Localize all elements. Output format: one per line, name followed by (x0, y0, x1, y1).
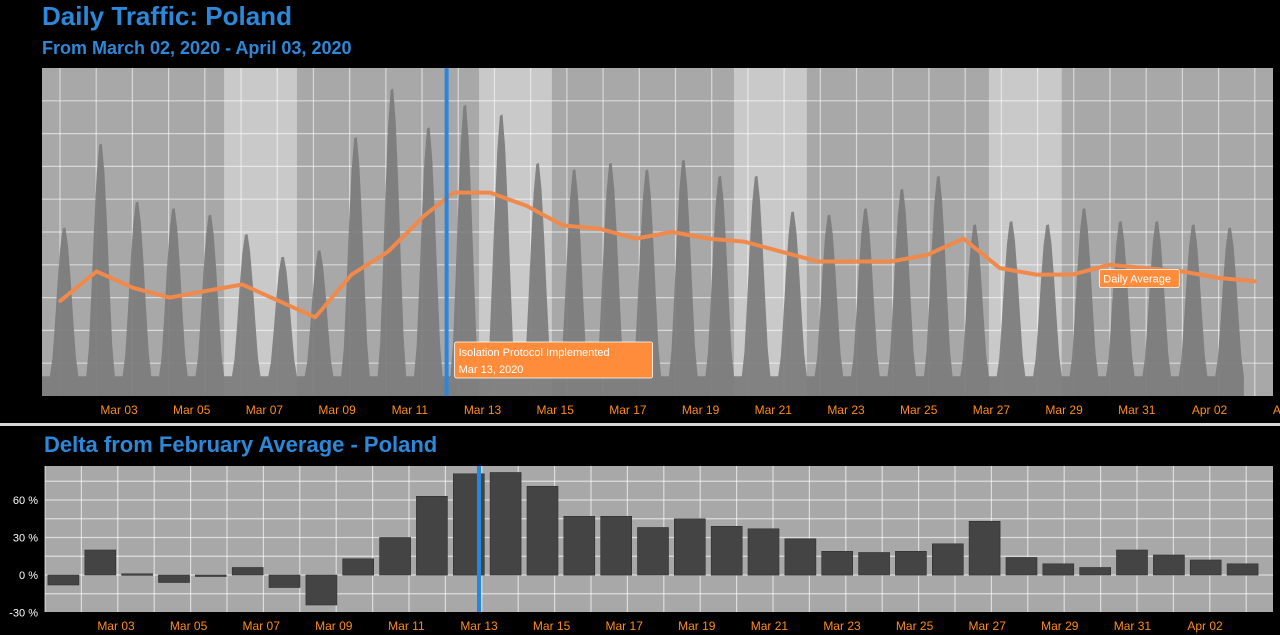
delta-bar (673, 518, 706, 576)
delta-bar (158, 574, 190, 583)
x-tick-label: Mar 29 (1045, 403, 1083, 417)
x-tick-label: Mar 23 (827, 403, 865, 417)
delta-bar (84, 549, 117, 576)
delta-bar (1042, 563, 1075, 576)
x-tick-label: Mar 21 (755, 403, 793, 417)
delta-bar (784, 538, 817, 576)
x-tick-label: Mar 11 (388, 619, 425, 633)
delta-bar (747, 528, 780, 576)
delta-bar (931, 543, 964, 576)
delta-bar (821, 550, 854, 576)
delta-bar (710, 525, 743, 576)
x-tick-label: Apr 02 (1187, 619, 1223, 633)
delta-bar (1079, 567, 1111, 576)
delta-bar (858, 552, 890, 576)
x-tick-label: Mar 19 (682, 403, 720, 417)
traffic-area (42, 88, 1244, 396)
x-tick-label: Mar 31 (1114, 619, 1152, 633)
x-tick-label: Mar 05 (173, 403, 211, 417)
x-tick-label: Mar 15 (533, 619, 571, 633)
delta-bar (231, 567, 264, 576)
x-tick-label: Mar 13 (460, 619, 498, 633)
x-tick-label: Mar 31 (1118, 403, 1156, 417)
isolation-annotation-box (454, 341, 654, 379)
y-tick-label: 30 % (13, 533, 38, 545)
traffic-plot: Isolation Protocol Implemented Mar 13, 20… (42, 68, 1280, 417)
y-tick-label: 0 % (19, 570, 38, 582)
delta-bar (379, 537, 411, 576)
x-tick-label: Mar 05 (170, 619, 208, 633)
top-chart-title: Daily Traffic: Poland (42, 1, 292, 31)
isolation-annotation-date: Mar 13, 2020 (459, 364, 524, 376)
delta-bar (526, 485, 559, 576)
delta-bar (305, 574, 338, 606)
x-tick-label: Mar 07 (246, 403, 284, 417)
delta-plot: 60 % 30 % 0 % -30 % Mar 03 Mar 05 Mar 07 Mar 09… (9, 466, 1273, 633)
x-tick-label: Mar 09 (318, 403, 356, 417)
x-tick-label: Apr (1273, 403, 1280, 417)
x-tick-label: Mar 15 (537, 403, 575, 417)
x-tick-label: Mar 19 (678, 619, 716, 633)
delta-bar (1116, 549, 1148, 576)
x-tick-label: Mar 27 (969, 619, 1007, 633)
delta-bar (416, 495, 448, 576)
delta-bar (563, 515, 596, 576)
x-tick-label: Mar 23 (823, 619, 861, 633)
x-tick-label: Mar 21 (751, 619, 789, 633)
x-tick-label: Mar 27 (973, 403, 1011, 417)
x-tick-label: Mar 11 (392, 403, 429, 417)
delta-bar (195, 574, 227, 577)
delta-bar (268, 574, 301, 588)
delta-bar (895, 550, 927, 576)
x-tick-label: Mar 03 (100, 403, 138, 417)
delta-bar (1005, 557, 1038, 576)
x-tick-label: Mar 09 (315, 619, 353, 633)
y-tick-label: -30 % (9, 608, 38, 620)
daily-average-label-box (1098, 269, 1180, 289)
isolation-annotation-title: Isolation Protocol Implemented (459, 347, 610, 359)
x-tick-label: Mar 29 (1041, 619, 1079, 633)
x-tick-label: Mar 25 (896, 619, 934, 633)
x-tick-label: Mar 17 (606, 619, 644, 633)
delta-bar (121, 573, 153, 576)
x-tick-label: Mar 13 (464, 403, 502, 417)
series-line-daily-average (58, 190, 1257, 320)
delta-bar (968, 520, 1001, 576)
delta-bar (489, 472, 522, 576)
delta-bar (47, 574, 80, 586)
delta-bar (1226, 563, 1259, 576)
delta-bar (342, 558, 375, 576)
delta-bar (637, 527, 669, 576)
x-tick-label: Mar 03 (97, 619, 135, 633)
delta-bar (1153, 554, 1185, 576)
x-tick-label: Mar 25 (900, 403, 938, 417)
x-tick-label: Mar 17 (609, 403, 647, 417)
daily-average-label: Daily Average (1103, 274, 1171, 286)
top-chart-subtitle: From March 02, 2020 - April 03, 2020 (42, 38, 351, 58)
delta-bar (1189, 559, 1222, 576)
delta-bar (600, 515, 633, 576)
x-tick-label: Mar 07 (243, 619, 281, 633)
panel-divider (0, 423, 1280, 426)
bottom-chart-title: Delta from February Average - Poland (44, 432, 437, 457)
y-tick-label: 60 % (13, 495, 38, 507)
x-tick-label: Apr 02 (1192, 403, 1228, 417)
